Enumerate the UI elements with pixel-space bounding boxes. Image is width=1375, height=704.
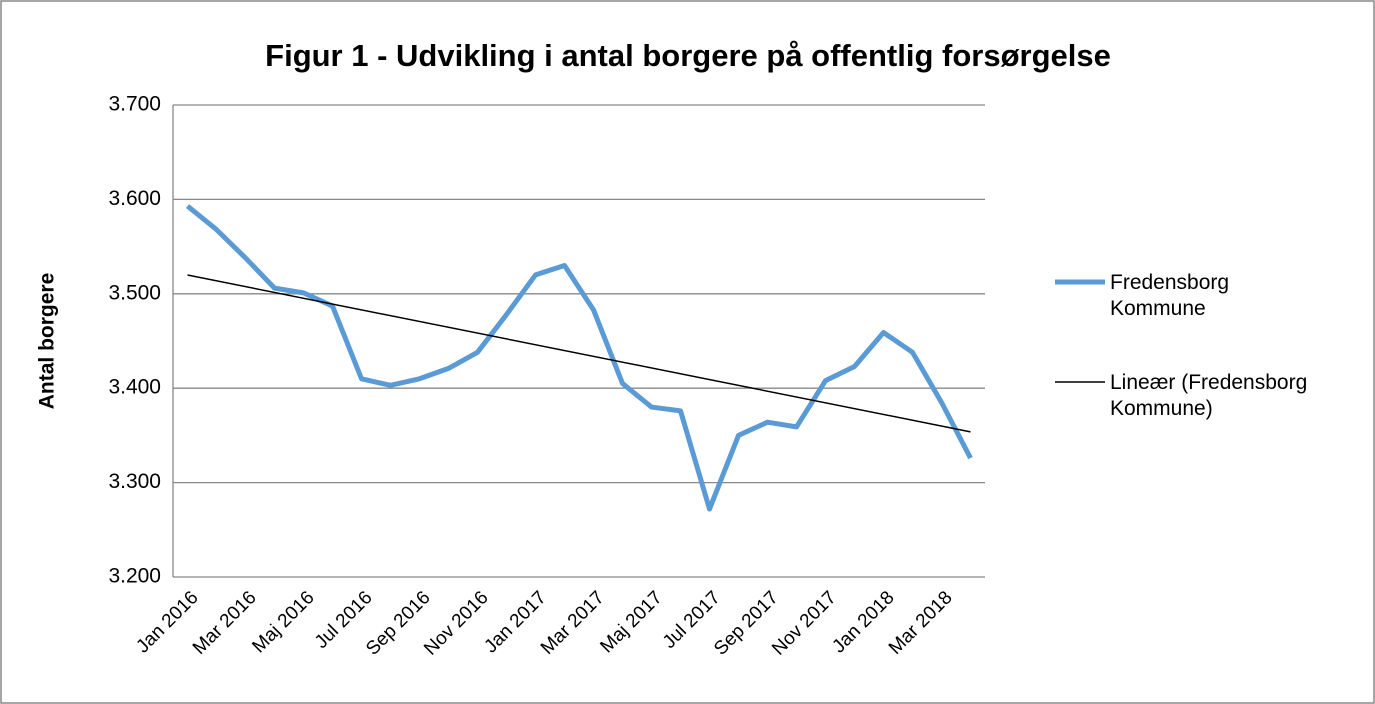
y-tick-label: 3.700: [108, 93, 161, 116]
y-tick-label: 3.500: [108, 281, 161, 304]
data-line: [185, 204, 973, 512]
trend-line: [187, 274, 971, 433]
y-tick-label: 3.200: [108, 565, 161, 588]
y-tick-label: 3.300: [108, 470, 161, 493]
y-axis-label: Antal borgere: [36, 273, 59, 410]
legend-label: Lineær (Fredensborg Kommune): [1110, 371, 1308, 420]
y-tick-label: 3.600: [108, 187, 161, 210]
y-tick-label: 3.400: [108, 376, 161, 399]
legend-label: Fredensborg Kommune: [1110, 271, 1230, 320]
chart-title: Figur 1 - Udvikling i antal borgere på o…: [265, 38, 1111, 73]
